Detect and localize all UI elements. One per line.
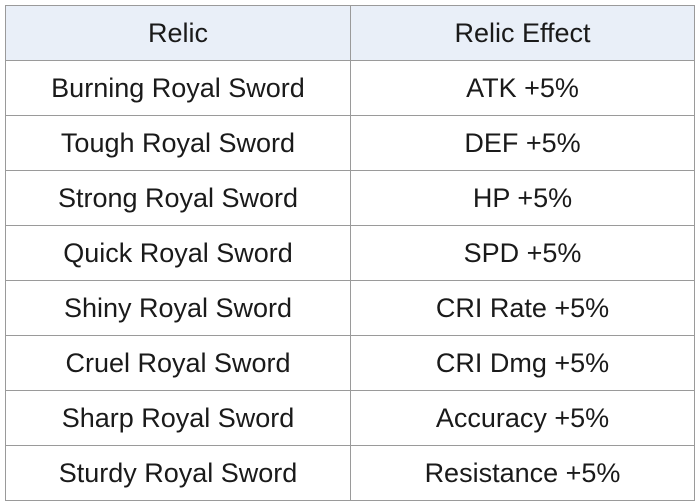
relic-name-cell: Quick Royal Sword <box>5 225 351 281</box>
table-row: Cruel Royal Sword CRI Dmg +5% <box>5 335 695 391</box>
relic-effect-cell: Resistance +5% <box>350 445 695 501</box>
relic-effect-cell: ATK +5% <box>350 60 695 116</box>
table-row: Shiny Royal Sword CRI Rate +5% <box>5 280 695 336</box>
table-header-row: Relic Relic Effect <box>5 5 695 61</box>
relic-table-container: Relic Relic Effect Burning Royal Sword A… <box>5 5 695 501</box>
table-row: Sharp Royal Sword Accuracy +5% <box>5 390 695 446</box>
header-relic: Relic <box>5 5 351 61</box>
relic-name-cell: Sturdy Royal Sword <box>5 445 351 501</box>
relic-effect-cell: CRI Rate +5% <box>350 280 695 336</box>
relic-name-cell: Tough Royal Sword <box>5 115 351 171</box>
table-row: Burning Royal Sword ATK +5% <box>5 60 695 116</box>
relic-effect-cell: DEF +5% <box>350 115 695 171</box>
relic-name-cell: Sharp Royal Sword <box>5 390 351 446</box>
relic-effect-cell: CRI Dmg +5% <box>350 335 695 391</box>
table-row: Quick Royal Sword SPD +5% <box>5 225 695 281</box>
relic-name-cell: Strong Royal Sword <box>5 170 351 226</box>
relic-name-cell: Cruel Royal Sword <box>5 335 351 391</box>
table-row: Sturdy Royal Sword Resistance +5% <box>5 445 695 501</box>
relic-effect-cell: Accuracy +5% <box>350 390 695 446</box>
table-row: Strong Royal Sword HP +5% <box>5 170 695 226</box>
table-row: Tough Royal Sword DEF +5% <box>5 115 695 171</box>
relic-effect-cell: SPD +5% <box>350 225 695 281</box>
relic-effect-cell: HP +5% <box>350 170 695 226</box>
relic-table: Relic Relic Effect Burning Royal Sword A… <box>5 5 695 501</box>
header-relic-effect: Relic Effect <box>350 5 695 61</box>
relic-name-cell: Burning Royal Sword <box>5 60 351 116</box>
relic-name-cell: Shiny Royal Sword <box>5 280 351 336</box>
